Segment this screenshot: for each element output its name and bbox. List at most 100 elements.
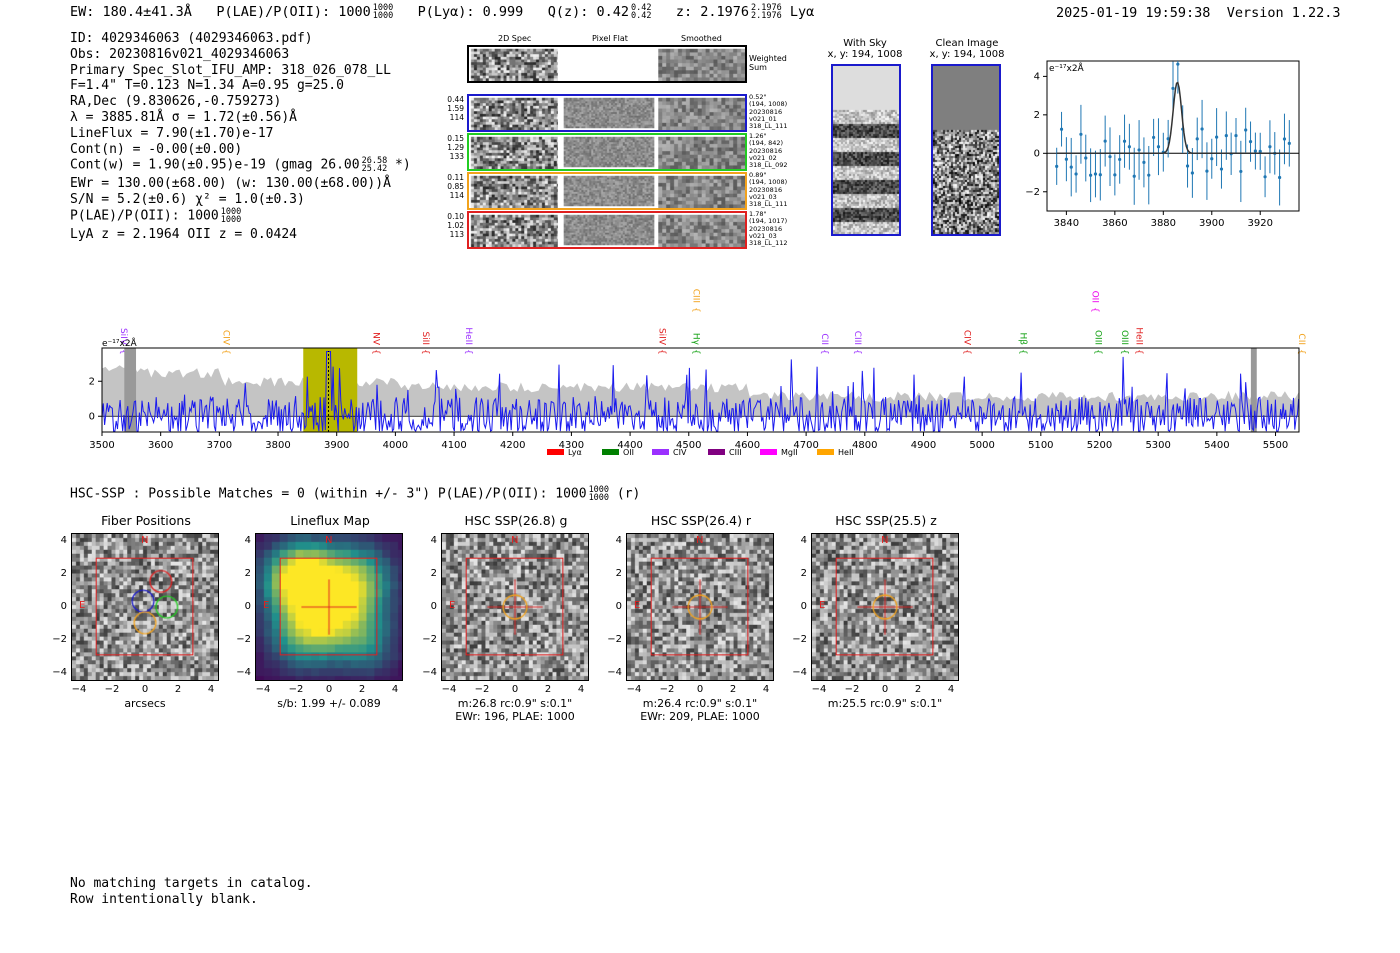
emission-line-tick: { bbox=[1134, 349, 1144, 355]
cutout-row-2-stat-1: 0.85 bbox=[447, 182, 464, 191]
header-z-hi: 2.1976 bbox=[751, 3, 782, 13]
hsc-panel-1-caption: s/b: 1.99 +/- 0.089 bbox=[245, 697, 413, 710]
zoom-data-point bbox=[1278, 175, 1282, 180]
cutout-row-2-image bbox=[467, 172, 747, 210]
legend-label: OII bbox=[623, 448, 634, 457]
emission-line-tick: { bbox=[1296, 349, 1306, 355]
zoom-data-point bbox=[1248, 140, 1253, 144]
info-ewr: EWr = 130.00(±68.00) (w: 130.00(±68.00))… bbox=[70, 176, 391, 192]
zoom-data-point bbox=[1118, 157, 1122, 162]
zoom-data-point bbox=[1079, 132, 1083, 136]
emission-line-tick: { bbox=[1017, 349, 1027, 355]
hsc-panel-1-title: Lineflux Map bbox=[290, 513, 370, 528]
spectrum-xtick-label: 4300 bbox=[559, 440, 584, 451]
hsc-panel-4-east: E bbox=[819, 600, 826, 611]
hsc-panel-0-caption1: arcsecs bbox=[124, 697, 166, 710]
info-obs: Obs: 20230816v021_4029346063 bbox=[70, 46, 290, 62]
zoom-data-point bbox=[1205, 169, 1209, 173]
zoom-data-point bbox=[1210, 157, 1214, 161]
emission-line-label: SiII bbox=[420, 331, 430, 345]
emission-line-tick: { bbox=[1092, 349, 1102, 355]
zoom-data-point bbox=[1253, 149, 1257, 153]
hsc-panel-4-ytick: 0 bbox=[800, 601, 807, 612]
hsc-panel-0-xtick: −4 bbox=[71, 684, 87, 695]
cutout-row-1-stats: 0.15 1.29 133 bbox=[440, 134, 464, 161]
footer-line2: Row intentionally blank. bbox=[70, 891, 258, 907]
header-timestamp: 2025-01-19 19:59:38 bbox=[1056, 5, 1211, 21]
legend-label: Lyα bbox=[568, 448, 582, 457]
info-contn: Cont(n) = -0.00(±0.00) bbox=[70, 141, 243, 157]
spectrum-xtick-label: 4500 bbox=[676, 440, 701, 451]
header-right: 2025-01-19 19:59:38 Version 1.22.3 bbox=[1056, 5, 1341, 21]
zoom-data-point bbox=[1258, 149, 1262, 153]
cutout-row-1-stat-1: 1.29 bbox=[447, 143, 464, 152]
cutout-row-1-meta-2: 20230816 bbox=[749, 146, 783, 155]
hsc-panel-1-ytick: 0 bbox=[244, 601, 251, 612]
emission-line-tick: { bbox=[819, 349, 829, 355]
zoom-data-point bbox=[1147, 173, 1151, 177]
legend-swatch bbox=[817, 449, 834, 455]
hsc-panel-1-north: N bbox=[325, 535, 333, 546]
zoom-data-point bbox=[1103, 139, 1107, 143]
emission-line-tick: { bbox=[1119, 349, 1129, 355]
zoom-xtick-label: 3840 bbox=[1054, 218, 1079, 229]
cutout-row-2-stat-2: 114 bbox=[449, 191, 464, 200]
hsc-panel-3-caption2: EWr: 209, PLAE: 1000 bbox=[640, 710, 760, 723]
emission-line-label: NV bbox=[371, 332, 381, 346]
hsc-panel-0-title: Fiber Positions bbox=[101, 513, 191, 528]
zoom-data-point bbox=[1069, 165, 1073, 169]
header-plae-frac: 1000 1000 bbox=[373, 4, 393, 21]
spectrum-frame bbox=[101, 347, 1300, 433]
hsc-panel-3-xtick: 2 bbox=[729, 684, 737, 695]
zoom-data-point bbox=[1137, 148, 1141, 152]
hsc-panel-1-xtick: 4 bbox=[391, 684, 399, 695]
emission-line-label: CIII bbox=[691, 289, 701, 303]
weighted-sum-cutout bbox=[467, 45, 747, 83]
info-contw-lo: 25.42 bbox=[361, 164, 388, 175]
header-z-frac: 2.1976 2.1976 bbox=[751, 3, 782, 21]
hsc-panel-3-east: E bbox=[634, 600, 641, 611]
info-plae: P(LAE)/P(OII): 1000 bbox=[70, 208, 219, 224]
spectrum-xtick-label: 4200 bbox=[500, 440, 525, 451]
spectrum-xtick-label: 4400 bbox=[617, 440, 642, 451]
header-version: Version 1.22.3 bbox=[1226, 5, 1341, 21]
spectrum-xtick-label: 5500 bbox=[1263, 440, 1288, 451]
spectrum-xtick-label: 3800 bbox=[265, 440, 290, 451]
hsc-panel-1-ytick: −2 bbox=[236, 634, 251, 645]
cutout-row-2-meta-4: 318_LL_111 bbox=[749, 200, 788, 209]
info-contw-row: Cont(w) = 1.90(±0.95)e-19 (gmag 26.00 26.… bbox=[70, 157, 411, 176]
emission-line-label: CII bbox=[819, 333, 829, 345]
cutout-row-1-stat-2: 133 bbox=[449, 152, 464, 161]
info-contw-hi: 26.58 bbox=[361, 156, 388, 167]
spectrum-xtick-label: 5200 bbox=[1087, 440, 1112, 451]
zoom-data-point bbox=[1171, 86, 1175, 91]
info-plae-lo: 1000 bbox=[220, 214, 242, 225]
zoom-data-point bbox=[1268, 145, 1272, 149]
zoom-data-point bbox=[1093, 172, 1098, 176]
hsc-panel-4-xtick: 2 bbox=[914, 684, 922, 695]
info-contw: Cont(w) = 1.90(±0.95)e-19 (gmag 26.00 bbox=[70, 157, 360, 173]
emission-line-label: Hγ bbox=[691, 333, 701, 346]
spectrum-xtick-label: 3600 bbox=[148, 440, 173, 451]
header-z-line: Lyα bbox=[789, 4, 815, 20]
zoom-data-point bbox=[1142, 160, 1146, 164]
cutout-row-2-stat-0: 0.11 bbox=[447, 173, 464, 182]
emission-line-label: OIII bbox=[1119, 330, 1129, 345]
spectrum-xtick-label: 5100 bbox=[1028, 440, 1053, 451]
cutout-title-2dspec: 2D Spec bbox=[498, 34, 532, 43]
emission-line-label: HeII bbox=[463, 327, 473, 345]
hsc-panel-3-image bbox=[626, 533, 774, 681]
zoom-data-point bbox=[1055, 164, 1059, 168]
hsc-panel-4-ytick: 2 bbox=[800, 568, 807, 579]
spectrum-xtick-label: 5400 bbox=[1204, 440, 1229, 451]
zoom-data-point bbox=[1156, 145, 1161, 149]
legend-label: CIII bbox=[729, 448, 742, 457]
hsc-panel-4-title: HSC SSP(25.5) z bbox=[835, 513, 937, 528]
hsc-panel-0-ytick: −2 bbox=[52, 634, 67, 645]
hsc-panel-2-north: N bbox=[511, 535, 519, 546]
legend-swatch bbox=[708, 449, 725, 455]
clean-image-xy: x, y: 194, 1008 bbox=[929, 49, 1005, 60]
zoom-data-point bbox=[1127, 145, 1131, 149]
info-lambda: λ = 3885.81Å σ = 1.72(±0.56)Å bbox=[70, 109, 297, 125]
zoom-data-point bbox=[1176, 62, 1180, 66]
